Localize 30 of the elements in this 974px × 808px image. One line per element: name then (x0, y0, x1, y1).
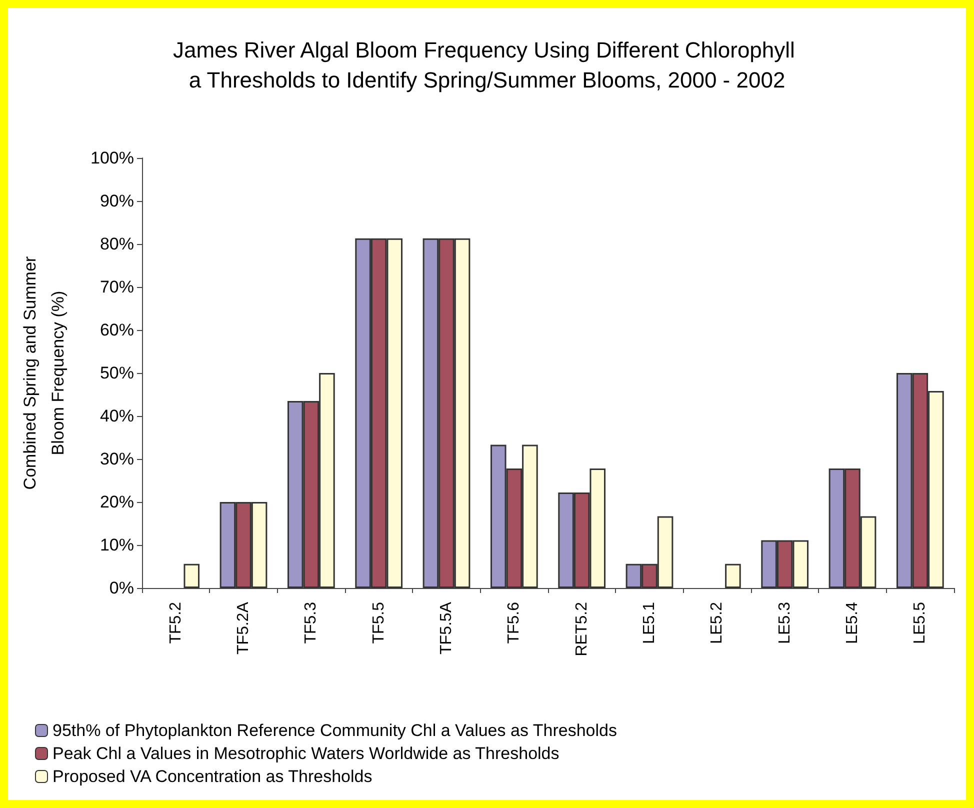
chart-title: James River Algal Bloom Frequency Using Different Chlorophyll a Thresholds to Identify Spring/Summer Blooms, 2000 - 2002 (172, 38, 802, 92)
legend-label: 95th% of Phytoplankton Reference Community Chl a Values as Thresholds (52, 721, 617, 740)
x-tick-label: TF5.3 (302, 602, 320, 644)
x-tick-label: LE5.5 (912, 602, 929, 644)
legend-label: Peak Chl a Values in Mesotrophic Waters Worldwide as Thresholds (52, 744, 560, 763)
bar (725, 564, 741, 588)
x-tick-label: TF5.6 (506, 602, 523, 644)
y-tick-label: 60% (100, 320, 134, 340)
y-tick-label: 10% (100, 536, 134, 554)
x-tick-label: LE5.2 (708, 602, 726, 644)
x-tick-label: LE5.1 (641, 602, 658, 644)
legend-label: Proposed VA Concentration as Thresholds (52, 767, 372, 786)
x-tick-label: TF5.2 (167, 602, 184, 644)
bar (184, 564, 200, 588)
y-tick-label: 50% (100, 364, 134, 382)
y-tick-label: 80% (100, 234, 134, 254)
x-tick-label: TF5.5A (438, 602, 455, 654)
x-tick-label: LE5.3 (776, 602, 794, 644)
y-tick-label: 30% (100, 450, 134, 468)
y-tick-label: 20% (100, 492, 134, 512)
y-tick-label: 70% (100, 278, 134, 296)
y-tick-label: 100% (90, 148, 134, 168)
x-tick-label: TF5.5 (370, 602, 388, 644)
x-tick-label: TF5.2A (235, 602, 252, 654)
y-tick-label: 0% (109, 578, 134, 598)
y-tick-label: 90% (100, 192, 134, 210)
x-tick-label: RET5.2 (573, 602, 590, 656)
x-tick-label: LE5.4 (844, 602, 861, 644)
y-tick-label: 40% (100, 406, 134, 426)
y-axis-title: Combined Spring and Summer Bloom Frequency (%) (20, 256, 68, 490)
